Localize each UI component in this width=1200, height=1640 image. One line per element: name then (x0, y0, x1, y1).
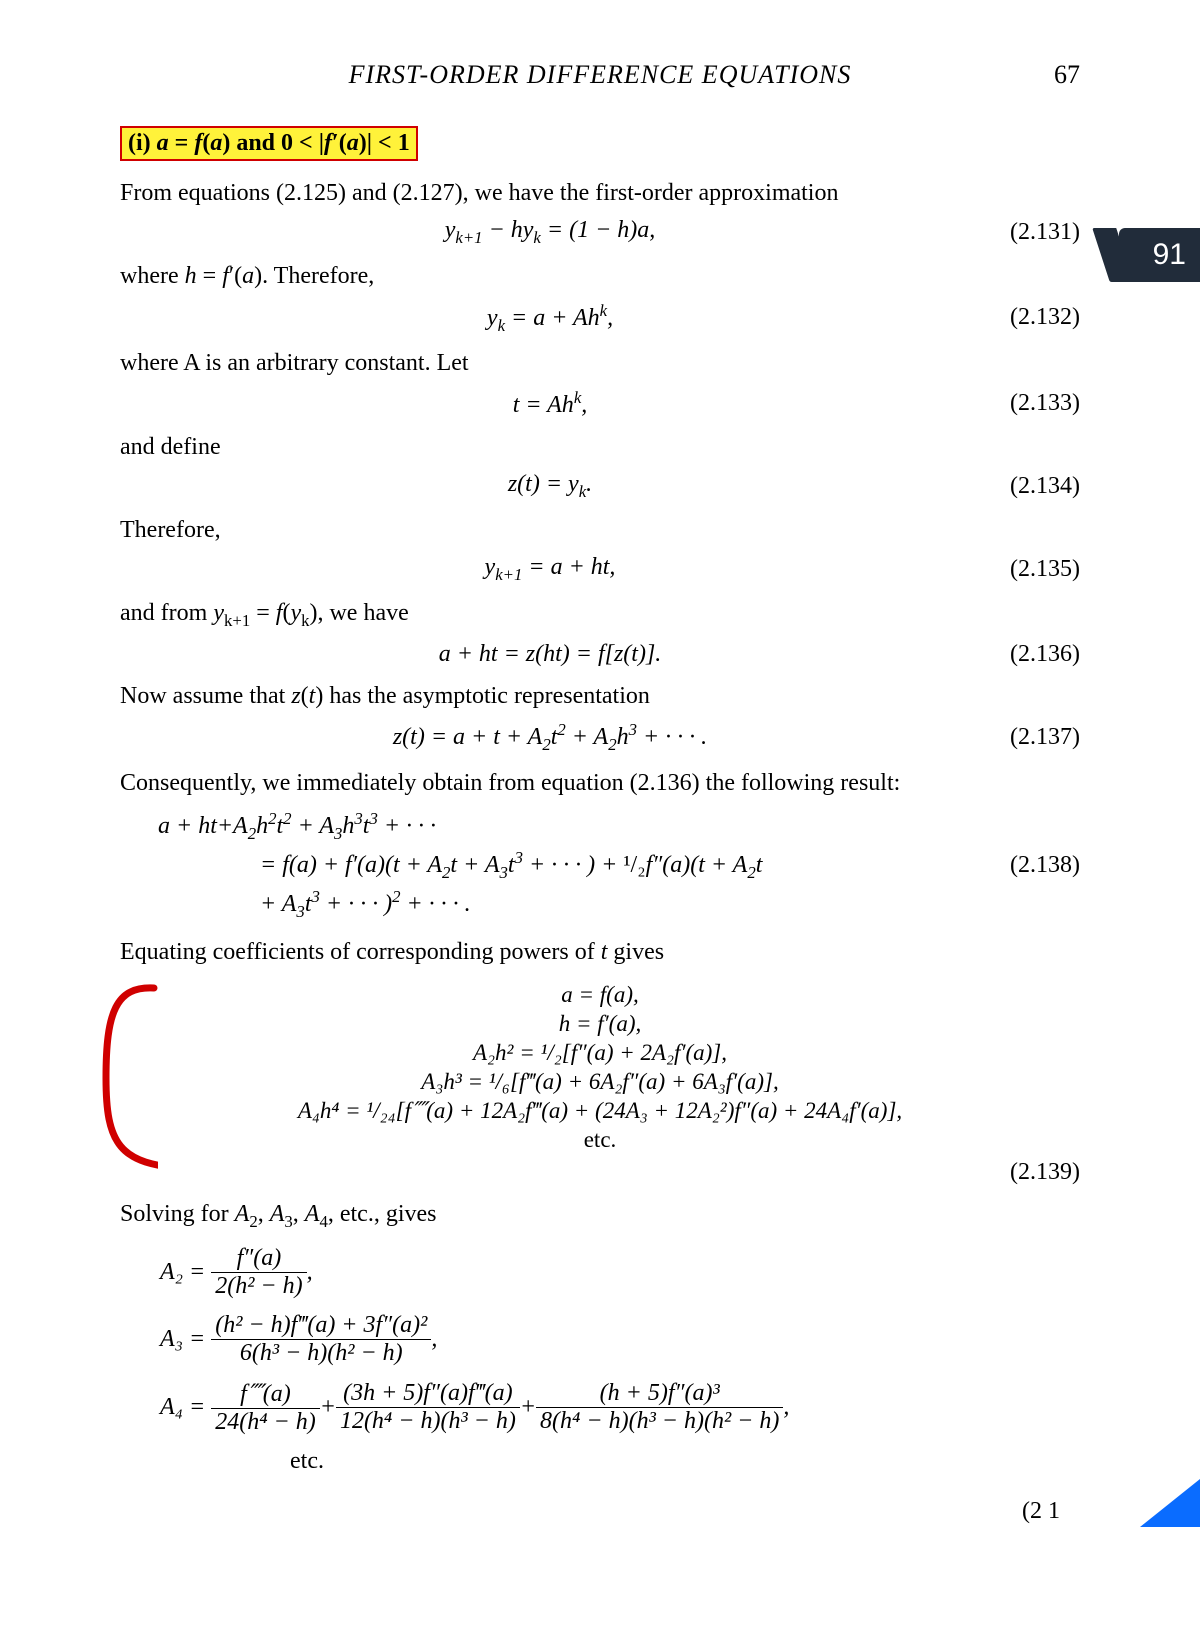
eq-label: (2.138) (980, 852, 1080, 879)
eq139-l1: a = f(a), (120, 982, 1080, 1008)
page-corner-fold (1140, 1479, 1200, 1527)
eq-2-132: yk = a + Ahk, (2.132) (120, 301, 1080, 336)
eq-label: (2.132) (980, 304, 1080, 331)
para-9: Equating coefficients of corresponding p… (120, 936, 1080, 968)
eq-label: (2.137) (980, 724, 1080, 751)
case-heading: (i) a = f(a) and 0 < |f′(a)| < 1 (120, 126, 418, 161)
eq-label: (2.134) (980, 473, 1080, 500)
solving-block: A₂ = f″(a) 2(h² − h) , A₃ = (h² − h)f‴(a… (120, 1245, 1080, 1475)
eq-2-137: z(t) = a + t + A2t2 + A2h3 + · · · . (2.… (120, 720, 1080, 755)
eq-2-139: a = f(a), h = f′(a), A₂h² = ¹/₂[f″(a) + … (120, 982, 1080, 1153)
eq139-l6: etc. (120, 1127, 1080, 1153)
eq-2-131: yk+1 − hyk = (1 − h)a, (2.131) (120, 217, 1080, 248)
partial-eq-number: (2 1 (1022, 1498, 1060, 1525)
para-10: Solving for A2, A3, A4, etc., gives (120, 1198, 1080, 1233)
para-1: From equations (2.125) and (2.127), we h… (120, 177, 1080, 209)
para-7: Now assume that z(t) has the asymptotic … (120, 680, 1080, 712)
solve-A2: A₂ = f″(a) 2(h² − h) , (160, 1245, 1080, 1300)
eq-label: (2.135) (980, 556, 1080, 583)
para-6: and from yk+1 = f(yk), we have (120, 597, 1080, 632)
eq-2-133: t = Ahk, (2.133) (120, 388, 1080, 419)
eq-label: (2.136) (980, 641, 1080, 668)
para-4: and define (120, 431, 1080, 463)
para-3: where A is an arbitrary constant. Let (120, 347, 1080, 379)
side-badge: 91 (1119, 228, 1200, 282)
eq-2-138: a + ht+A2h2t2 + A3h3t3 + · · · = f(a) + … (120, 809, 1080, 921)
eq139-l2: h = f′(a), (120, 1011, 1080, 1037)
header-title: FIRST-ORDER DIFFERENCE EQUATIONS (180, 60, 1020, 90)
solve-A3: A₃ = (h² − h)f‴(a) + 3f″(a)² 6(h³ − h)(h… (160, 1312, 1080, 1367)
eq139-l4: A₃h³ = ¹/₆[f‴(a) + 6A₂f″(a) + 6A₃f′(a)], (120, 1069, 1080, 1095)
solve-etc: etc. (160, 1448, 1080, 1475)
eq139-l3: A₂h² = ¹/₂[f″(a) + 2A₂f′(a)], (120, 1040, 1080, 1066)
solve-A4: A₄ = f⁗(a) 24(h⁴ − h) + (3h + 5)f″(a)f‴(… (160, 1379, 1080, 1436)
para-5: Therefore, (120, 514, 1080, 546)
page-header: FIRST-ORDER DIFFERENCE EQUATIONS 67 (120, 60, 1080, 90)
eq-label: (2.133) (980, 390, 1080, 417)
eq-2-135: yk+1 = a + ht, (2.135) (120, 554, 1080, 585)
eq-label: (2.131) (980, 219, 1080, 246)
para-2: where h = f′(a). Therefore, (120, 260, 1080, 292)
page-number: 67 (1020, 60, 1080, 90)
eq139-l5: A₄h⁴ = ¹/₂₄[f⁗(a) + 12A₂f‴(a) + (24A₃ + … (120, 1098, 1080, 1124)
side-badge-number: 91 (1153, 238, 1186, 271)
eq-2-134: z(t) = yk. (2.134) (120, 471, 1080, 502)
eq-2-136: a + ht = z(ht) = f[z(t)]. (2.136) (120, 641, 1080, 668)
para-8: Consequently, we immediately obtain from… (120, 767, 1080, 799)
eq-label: (2.139) (980, 1159, 1080, 1186)
